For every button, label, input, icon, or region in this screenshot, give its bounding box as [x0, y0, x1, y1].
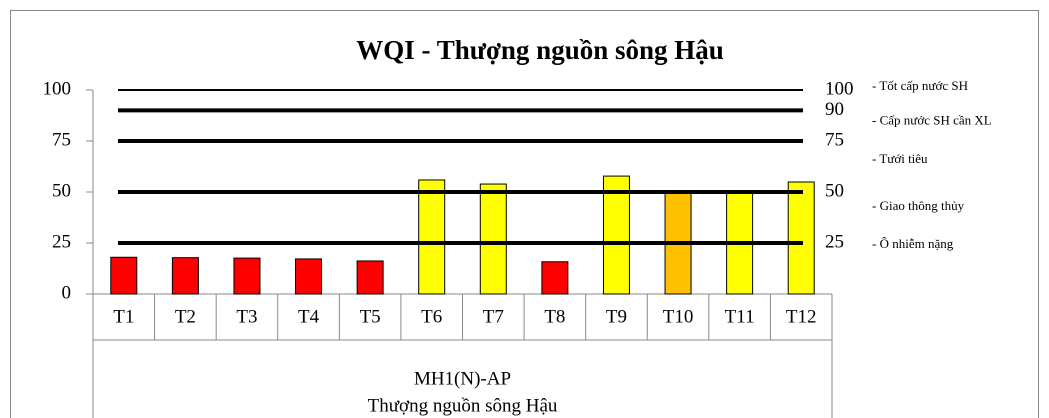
group-label: Thượng nguồn sông Hậu — [368, 395, 558, 416]
x-tick-label: T11 — [725, 306, 755, 327]
bar — [787, 181, 815, 295]
y-tick-label: 75 — [52, 129, 71, 150]
chart-title: WQI - Thượng nguồn sông Hậu — [356, 35, 724, 65]
reference-description: - Cấp nước SH cần XL — [872, 112, 992, 127]
bar — [541, 261, 569, 295]
chart-border — [10, 10, 1039, 418]
reference-description: - Tốt cấp nước SH — [872, 78, 968, 93]
x-tick-label: T9 — [606, 306, 627, 327]
x-tick-label: T8 — [544, 306, 565, 327]
reference-description: - Ô nhiễm nặng — [872, 236, 954, 251]
x-tick-label: T4 — [298, 306, 320, 327]
reference-label: 100 — [825, 78, 854, 99]
bar — [418, 179, 446, 295]
x-tick-label: T3 — [236, 306, 257, 327]
bar — [233, 257, 261, 295]
y-tick-label: 100 — [43, 78, 72, 99]
reference-description: - Giao thông thủy — [872, 198, 965, 213]
reference-label: 75 — [825, 129, 844, 150]
bar — [356, 260, 384, 295]
x-tick-label: T10 — [663, 306, 694, 327]
reference-description: - Tưới tiêu — [872, 151, 928, 166]
group-label: MH1(N)-AP — [414, 368, 511, 389]
reference-label: 90 — [825, 99, 844, 120]
bar — [479, 183, 507, 295]
x-tick-label: T7 — [483, 306, 504, 327]
x-tick-label: T2 — [175, 306, 196, 327]
reference-label: 25 — [825, 231, 844, 252]
bar — [602, 175, 630, 295]
x-tick-label: T12 — [786, 306, 817, 327]
x-tick-label: T6 — [421, 306, 442, 327]
y-tick-label: 50 — [52, 180, 71, 201]
bar — [171, 257, 199, 295]
y-tick-label: 25 — [52, 231, 71, 252]
bar — [295, 258, 323, 295]
reference-label: 50 — [825, 180, 844, 201]
x-tick-label: T1 — [113, 306, 134, 327]
bar — [110, 256, 138, 295]
x-tick-label: T5 — [360, 306, 381, 327]
y-tick-label: 0 — [62, 282, 72, 303]
